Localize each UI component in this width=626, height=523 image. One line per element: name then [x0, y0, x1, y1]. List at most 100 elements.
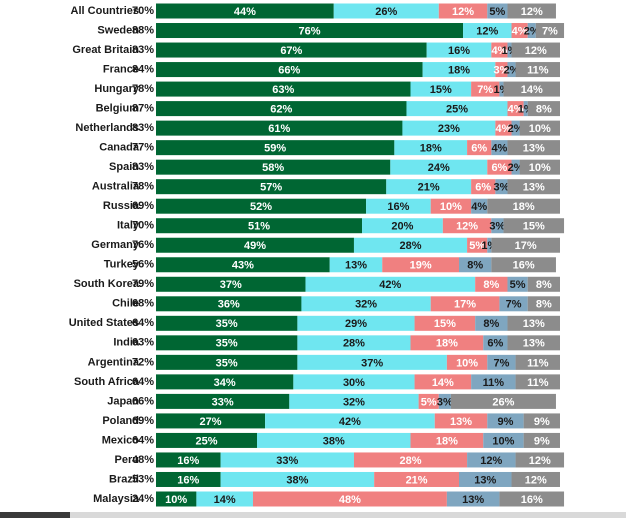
total-label: 84% — [132, 63, 154, 75]
bar-segment — [438, 393, 451, 409]
bar-segment — [475, 276, 508, 292]
bar-segment — [156, 3, 334, 19]
bar-segment — [507, 62, 516, 78]
bar-segment — [446, 491, 500, 507]
bar-segment — [487, 413, 524, 429]
bar-segment — [156, 42, 427, 58]
bar-segment — [156, 315, 298, 331]
value-label: 58% — [262, 162, 284, 174]
bar-segment — [156, 140, 395, 156]
total-label: 87% — [132, 103, 154, 115]
bar-segment — [487, 159, 512, 175]
total-label: 24% — [132, 493, 154, 505]
total-label: 64% — [132, 376, 154, 388]
bar-segment — [414, 315, 476, 331]
bar-segment — [467, 452, 516, 468]
bar-segment — [156, 159, 391, 175]
value-label: 51% — [248, 221, 270, 233]
value-label: 13% — [523, 143, 545, 155]
category-label: Japan — [107, 395, 139, 407]
bar-segment — [519, 159, 560, 175]
bar-segment — [515, 354, 560, 370]
value-label: 5% — [421, 396, 437, 408]
value-label: 12% — [452, 6, 474, 18]
value-label: 4% — [495, 123, 511, 135]
bar-segment — [507, 101, 524, 117]
bar-segment — [257, 432, 411, 448]
value-label: 10% — [165, 494, 187, 506]
bar-segment — [503, 81, 560, 97]
value-label: 18% — [436, 435, 458, 447]
bar-segment — [495, 120, 512, 136]
total-label: 78% — [132, 83, 154, 95]
bar-segment — [156, 62, 423, 78]
bar-segment — [467, 237, 488, 253]
value-label: 59% — [264, 143, 286, 155]
total-label: 69% — [132, 200, 154, 212]
total-label: 76% — [132, 239, 154, 251]
value-label: 12% — [480, 455, 502, 467]
value-label: 5% — [489, 6, 505, 18]
bar-segment — [297, 354, 447, 370]
bar-segment — [410, 335, 484, 351]
bar-segment — [426, 42, 492, 58]
bar-segment — [515, 452, 565, 468]
bar-segment — [491, 140, 508, 156]
bar-segment — [386, 179, 472, 195]
bar-segment — [156, 413, 266, 429]
value-label: 27% — [200, 416, 222, 428]
value-label: 8% — [536, 279, 552, 291]
value-label: 13% — [345, 260, 367, 272]
bar-segment — [422, 62, 496, 78]
value-label: 18% — [513, 201, 535, 213]
bar-segment — [446, 354, 488, 370]
value-label: 17% — [454, 299, 476, 311]
value-label: 23% — [438, 123, 460, 135]
value-label: 10% — [440, 201, 462, 213]
value-label: 21% — [406, 474, 428, 486]
bar-segment — [499, 81, 504, 97]
category-label: Canada — [99, 142, 140, 154]
total-label: 53% — [132, 473, 154, 485]
total-label: 83% — [132, 44, 154, 56]
value-label: 4% — [512, 25, 528, 37]
value-label: 8% — [536, 104, 552, 116]
total-label: 69% — [132, 415, 154, 427]
bar-segment — [471, 179, 496, 195]
value-label: 32% — [343, 396, 365, 408]
bar-segment — [495, 179, 508, 195]
value-label: 3% — [437, 396, 453, 408]
bar-segment — [511, 120, 520, 136]
value-label: 7% — [493, 357, 509, 369]
bar-segment — [156, 452, 221, 468]
value-label: 14% — [432, 377, 454, 389]
bar-segment — [495, 62, 508, 78]
bar-segment — [523, 101, 528, 117]
value-label: 30% — [343, 377, 365, 389]
bar-segment — [333, 3, 439, 19]
bar-segment — [406, 101, 508, 117]
category-label: South Africa — [74, 376, 140, 388]
value-label: 16% — [177, 474, 199, 486]
category-label: Chile — [112, 298, 139, 310]
category-label: Argentina — [88, 356, 140, 368]
value-label: 26% — [375, 6, 397, 18]
bar-segment — [156, 393, 290, 409]
total-label: 83% — [132, 161, 154, 173]
category-label: South Korea — [74, 278, 140, 290]
value-label: 29% — [345, 318, 367, 330]
bar-segment — [467, 140, 492, 156]
bar-segment — [156, 374, 294, 390]
bar-segment — [519, 120, 560, 136]
value-label: 4% — [491, 45, 507, 57]
value-label: 38% — [323, 435, 345, 447]
value-label: 24% — [428, 162, 450, 174]
bar-segment — [156, 335, 298, 351]
value-label: 13% — [523, 182, 545, 194]
value-label: 3% — [493, 182, 509, 194]
value-label: 48% — [339, 494, 361, 506]
bar-segment — [507, 335, 560, 351]
category-label: India — [113, 337, 140, 349]
bar-segment — [394, 140, 468, 156]
value-label: 7% — [477, 84, 493, 96]
